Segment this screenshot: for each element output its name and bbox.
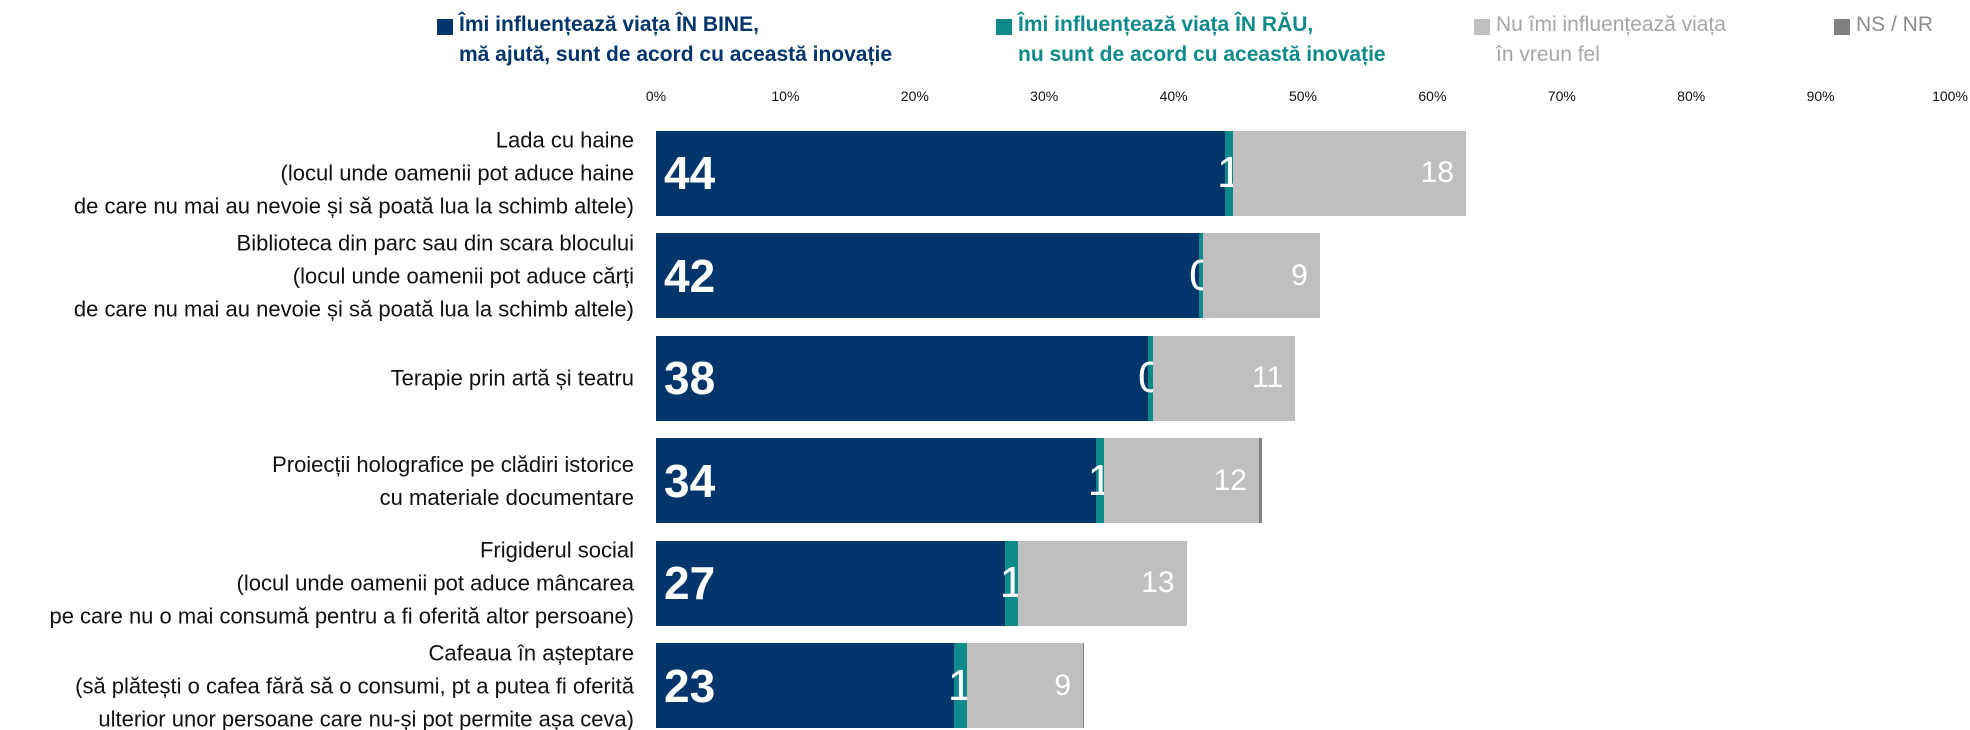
bar-segment [1103,438,1259,523]
data-label: 11 [1252,361,1284,394]
bar-segment [1083,643,1085,728]
x-tick-label: 50% [1288,88,1318,104]
legend-swatch [1474,19,1490,35]
data-label: 12 [1213,463,1247,497]
legend-label: Îmi influențează viața ÎN RĂU, nu sunt d… [1018,13,1386,66]
category-label: Frigiderul social (locul unde oamenii po… [49,537,634,629]
category-label: Biblioteca din parc sau din scara blocul… [73,230,634,321]
bar-segment [1152,335,1296,421]
data-label: 13 [1141,566,1175,599]
x-tick-label: 80% [1677,88,1706,104]
legend-label: Îmi influențează viața ÎN BINE, mă ajută… [459,13,892,66]
bar-segment [1259,438,1262,523]
x-tick-label: 90% [1806,88,1835,104]
x-tick-label: 30% [1030,88,1059,104]
legend-swatch [437,19,453,35]
bar-segment [1095,438,1104,523]
x-tick-label: 10% [771,88,800,104]
legend-swatch [996,19,1012,35]
bar-segment [656,643,954,728]
x-tick-label: 60% [1418,88,1447,104]
x-tick-label: 20% [900,88,929,104]
category-label: Lada cu haine (locul unde oamenii pot ad… [73,127,634,219]
data-label: 27 [664,557,716,609]
bar-segment [656,335,1148,421]
bar-segment [656,130,1226,216]
category-label: Terapie prin artă și teatru [390,365,634,391]
data-label: 38 [664,352,716,404]
bar-segment [966,643,1083,728]
x-tick-label: 70% [1547,88,1576,104]
category-label: Cafeaua în așteptare (să plătești o cafe… [75,640,634,730]
bar-segment [656,438,1096,523]
x-tick-label: 40% [1159,88,1188,104]
data-label: 34 [664,454,716,507]
x-tick-label: 100% [1932,88,1968,104]
bar-segment [953,643,967,728]
bar-segment [656,540,1006,626]
bar-segment [1233,130,1467,216]
legend-swatch [1834,19,1850,35]
data-label: 23 [664,659,716,712]
bar-segment [1018,540,1187,626]
data-label: 9 [1291,258,1308,292]
x-tick-label: 0% [645,88,667,104]
bar-segment [1203,233,1320,318]
legend-label: Nu îmi influențează viața în vreun fel [1496,13,1726,66]
bar-segment [1199,233,1204,318]
data-label: 18 [1420,156,1455,189]
data-label: 42 [664,249,716,302]
legend-label: NS / NR [1856,13,1934,36]
data-label: 9 [1054,668,1072,702]
bar-segment [1225,130,1234,216]
category-label: Proiecții holografice pe clădiri istoric… [272,451,634,510]
bar-segment [1005,540,1019,626]
bar-segment [656,233,1200,318]
data-label: 44 [664,147,716,199]
bar-segment [1147,335,1153,421]
